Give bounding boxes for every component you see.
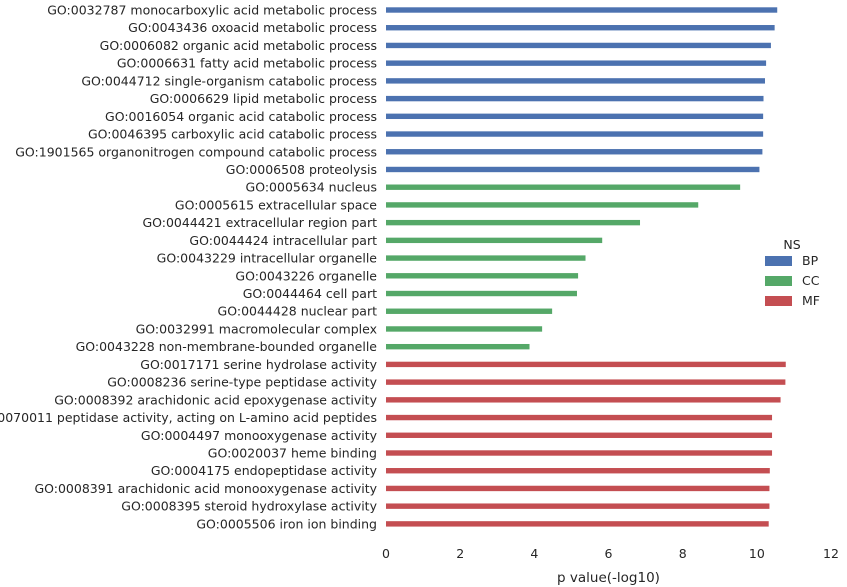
legend-swatch-cc bbox=[765, 276, 792, 286]
category-label: GO:0006629 lipid metabolic process bbox=[150, 91, 377, 106]
category-label: GO:0032991 macromolecular complex bbox=[136, 321, 377, 336]
legend[interactable]: NS BP CC MF bbox=[765, 237, 820, 308]
bar-mf bbox=[386, 521, 769, 527]
bar-cc bbox=[386, 237, 603, 244]
x-axis-title: p value(-log10) bbox=[557, 570, 660, 586]
category-label: GO:0004497 monooxygenase activity bbox=[141, 428, 378, 443]
category-label: GO:0044712 single-organism catabolic pro… bbox=[81, 73, 377, 88]
bar-mf bbox=[386, 361, 786, 368]
category-label: GO:0043226 organelle bbox=[235, 268, 377, 283]
x-tick-label: 12 bbox=[823, 546, 839, 561]
bar-bp bbox=[386, 60, 767, 66]
bar-mf bbox=[386, 379, 786, 385]
category-label: GO:0020037 heme binding bbox=[208, 446, 377, 461]
category-label: GO:0005506 iron ion binding bbox=[196, 516, 377, 531]
category-label: GO:0044421 extracellular region part bbox=[142, 215, 377, 230]
bar-mf bbox=[386, 485, 770, 492]
category-label: GO:0006631 fatty acid metabolic process bbox=[117, 56, 377, 71]
legend-title: NS bbox=[783, 237, 800, 252]
category-label: GO:0008392 arachidonic acid epoxygenase … bbox=[54, 392, 377, 407]
category-label: GO:1901565 organonitrogen compound catab… bbox=[15, 144, 377, 159]
category-label: GO:0044428 nuclear part bbox=[218, 304, 378, 319]
category-label: GO:0005615 extracellular space bbox=[175, 197, 377, 212]
category-label: GO:0070011 peptidase activity, acting on… bbox=[0, 410, 377, 425]
bar-cc bbox=[386, 343, 530, 350]
legend-label-cc: CC bbox=[802, 273, 820, 288]
category-label: GO:0006082 organic acid metabolic proces… bbox=[100, 38, 377, 53]
bar-cc bbox=[386, 255, 586, 261]
category-label: GO:0006508 proteolysis bbox=[226, 162, 377, 177]
bar-bp bbox=[386, 42, 771, 49]
category-label: GO:0004175 endopeptidase activity bbox=[151, 463, 378, 478]
category-label: GO:0043229 intracellular organelle bbox=[157, 251, 378, 266]
bar-bp bbox=[386, 78, 765, 84]
bars-layer bbox=[386, 7, 786, 527]
category-label: GO:0008391 arachidonic acid monooxygenas… bbox=[34, 481, 377, 496]
category-label: GO:0016054 organic acid catabolic proces… bbox=[105, 109, 377, 124]
bar-bp bbox=[386, 25, 775, 31]
category-label: GO:0008236 serine-type peptidase activit… bbox=[107, 375, 377, 390]
bar-cc bbox=[386, 273, 579, 279]
x-tick-label: 8 bbox=[679, 546, 687, 561]
bar-cc bbox=[386, 326, 543, 332]
category-label: GO:0008395 steroid hydroxylase activity bbox=[121, 499, 377, 514]
category-label: GO:0017171 serine hydrolase activity bbox=[140, 357, 377, 372]
x-tick-label: 0 bbox=[382, 546, 390, 561]
bar-mf bbox=[386, 397, 781, 403]
legend-swatch-mf bbox=[765, 296, 792, 306]
bar-mf bbox=[386, 432, 773, 438]
x-tick-label: 2 bbox=[456, 546, 464, 561]
bar-bp bbox=[386, 131, 764, 137]
bar-mf bbox=[386, 450, 773, 456]
bar-bp bbox=[386, 7, 778, 13]
category-labels: GO:0032787 monocarboxylic acid metabolic… bbox=[0, 3, 378, 532]
bar-mf bbox=[386, 468, 770, 474]
category-label: GO:0043228 non-membrane-bounded organell… bbox=[76, 339, 378, 354]
legend-swatch-bp bbox=[765, 256, 792, 266]
bar-mf bbox=[386, 414, 773, 421]
bar-cc bbox=[386, 184, 741, 190]
legend-label-bp: BP bbox=[802, 253, 819, 268]
bar-cc bbox=[386, 202, 699, 208]
bar-cc bbox=[386, 308, 553, 314]
bar-mf bbox=[386, 503, 770, 509]
x-axis-ticks: 0 2 4 6 8 10 12 bbox=[382, 546, 839, 561]
category-label: GO:0044424 intracellular part bbox=[189, 233, 377, 248]
x-tick-label: 4 bbox=[530, 546, 538, 561]
bar-cc bbox=[386, 290, 577, 297]
legend-label-mf: MF bbox=[802, 293, 820, 308]
category-label: GO:0043436 oxoacid metabolic process bbox=[128, 20, 377, 35]
bar-bp bbox=[386, 95, 764, 102]
x-tick-label: 6 bbox=[605, 546, 613, 561]
category-label: GO:0046395 carboxylic acid catabolic pro… bbox=[88, 127, 377, 142]
bar-bp bbox=[386, 149, 763, 155]
category-label: GO:0005634 nucleus bbox=[246, 180, 377, 195]
category-label: GO:0044464 cell part bbox=[243, 286, 377, 301]
x-tick-label: 10 bbox=[749, 546, 765, 561]
bar-bp bbox=[386, 113, 764, 120]
bar-cc bbox=[386, 219, 641, 226]
category-label: GO:0032787 monocarboxylic acid metabolic… bbox=[47, 3, 377, 18]
bar-bp bbox=[386, 166, 760, 173]
